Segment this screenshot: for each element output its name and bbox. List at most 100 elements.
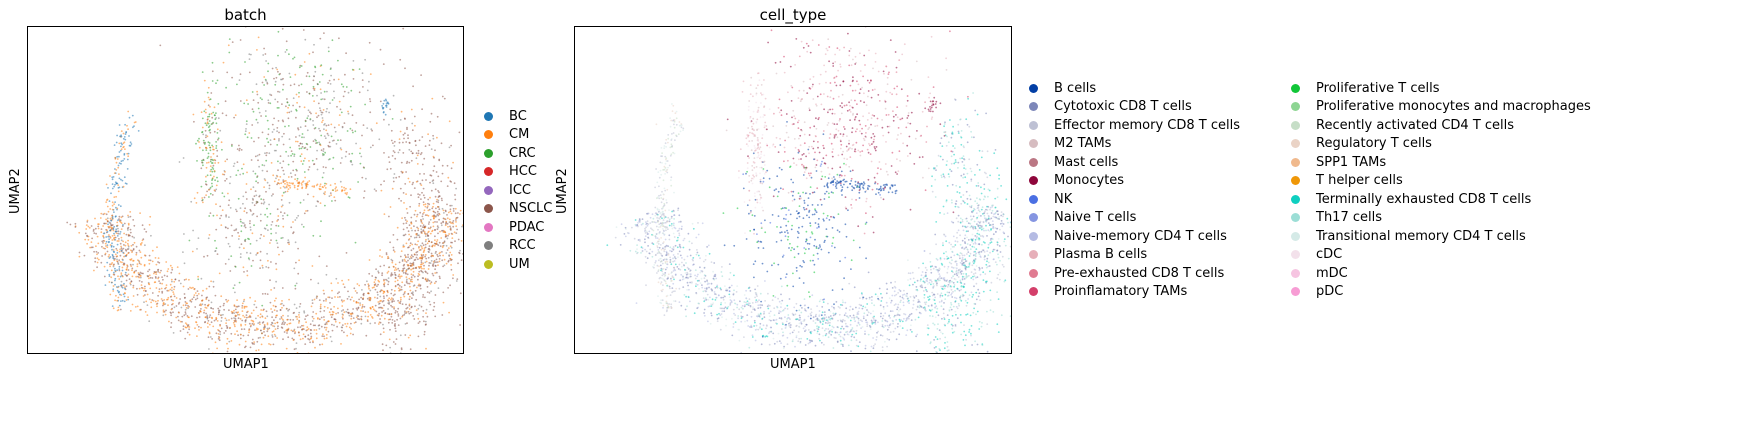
scatter-point-nsclc — [282, 179, 285, 182]
scatter-point-cm — [127, 273, 130, 276]
scatter-point-cm — [100, 231, 103, 234]
scatter-point-nsclc — [435, 258, 438, 261]
scatter-point-nsclc — [95, 232, 97, 235]
scatter-point-effector-memory-cd8-t-cells — [895, 314, 898, 317]
scatter-point-cytotoxic-cd8-t-cells — [961, 239, 964, 242]
scatter-point-cm — [420, 246, 423, 248]
scatter-point-nsclc — [306, 209, 309, 212]
scatter-point-nsclc — [437, 244, 440, 247]
scatter-point-nsclc — [307, 168, 310, 171]
scatter-point-rcc — [219, 129, 222, 132]
scatter-point-rcc — [315, 205, 318, 208]
scatter-point-bc — [123, 154, 126, 156]
scatter-point-nsclc — [447, 260, 450, 263]
scatter-point-bc — [114, 269, 117, 272]
scatter-point-rcc — [274, 80, 277, 83]
scatter-point-nsclc — [445, 222, 447, 225]
scatter-point-nsclc — [399, 58, 402, 61]
scatter-point-nsclc — [225, 214, 228, 217]
cell-type-plot-title: cell_type — [759, 6, 827, 24]
scatter-point-cm — [210, 156, 212, 158]
scatter-point-cytotoxic-cd8-t-cells — [865, 319, 867, 322]
scatter-point-cm — [114, 299, 116, 302]
scatter-point-cytotoxic-cd8-t-cells — [897, 323, 899, 325]
scatter-point-cm — [216, 347, 219, 350]
scatter-point-cm — [423, 250, 425, 252]
scatter-point-nsclc — [438, 218, 440, 221]
scatter-point-terminally-exhausted-cd8-t-cells — [806, 338, 809, 340]
scatter-point-nsclc — [228, 199, 231, 202]
scatter-point-rcc — [304, 38, 307, 41]
scatter-point-effector-memory-cd8-t-cells — [897, 292, 899, 294]
scatter-point-rcc — [311, 320, 314, 322]
scatter-point-crc — [301, 136, 303, 139]
scatter-point-nsclc — [317, 102, 320, 105]
scatter-point-naive-memory-cd4-t-cells — [825, 328, 827, 330]
scatter-point-cm — [239, 318, 242, 320]
scatter-point-nsclc — [207, 104, 210, 107]
scatter-point-nsclc — [309, 341, 311, 344]
scatter-point-naive-memory-cd4-t-cells — [955, 305, 958, 308]
scatter-point-cytotoxic-cd8-t-cells — [889, 310, 892, 312]
scatter-point-effector-memory-cd8-t-cells — [828, 332, 831, 335]
scatter-point-effector-memory-cd8-t-cells — [917, 267, 920, 269]
scatter-point-cm — [78, 255, 81, 258]
scatter-point-nsclc — [404, 183, 407, 185]
scatter-point-effector-memory-cd8-t-cells — [631, 226, 633, 229]
scatter-point-nsclc — [163, 310, 166, 313]
scatter-point-nsclc — [426, 233, 428, 235]
scatter-point-cm — [216, 128, 219, 131]
scatter-point-rcc — [427, 238, 430, 240]
scatter-point-cm — [111, 204, 114, 207]
scatter-point-cm — [334, 187, 337, 190]
scatter-point-nsclc — [423, 196, 426, 199]
scatter-point-transitional-memory-cd4-t-cells — [868, 298, 871, 300]
scatter-point-nsclc — [387, 321, 390, 324]
scatter-point-cm — [124, 286, 126, 289]
scatter-point-cm — [289, 186, 292, 189]
scatter-point-cm — [273, 138, 276, 140]
scatter-point-terminally-exhausted-cd8-t-cells — [935, 311, 938, 314]
scatter-point-cm — [421, 263, 423, 266]
scatter-point-cm — [179, 320, 182, 323]
scatter-point-th17-cells — [999, 259, 1001, 262]
scatter-point-naive-memory-cd4-t-cells — [717, 294, 720, 297]
scatter-point-cm — [208, 189, 210, 191]
legend-label: CM — [509, 127, 530, 142]
scatter-point-nsclc — [426, 315, 429, 318]
scatter-point-cm — [394, 263, 397, 266]
scatter-point-naive-memory-cd4-t-cells — [975, 252, 978, 255]
scatter-point-cytotoxic-cd8-t-cells — [961, 247, 963, 249]
scatter-point-cm — [411, 243, 414, 246]
scatter-point-rcc — [263, 201, 266, 204]
scatter-point-nsclc — [343, 286, 346, 289]
scatter-point-effector-memory-cd8-t-cells — [754, 292, 757, 294]
scatter-point-th17-cells — [736, 306, 738, 309]
scatter-point-naive-memory-cd4-t-cells — [957, 229, 960, 232]
scatter-point-cm — [322, 186, 324, 189]
scatter-point-nsclc — [412, 85, 414, 88]
scatter-point-cm — [331, 310, 334, 313]
scatter-point-bc — [126, 168, 129, 170]
scatter-point-cm — [148, 277, 150, 280]
scatter-point-nsclc — [429, 181, 431, 184]
scatter-point-naive-memory-cd4-t-cells — [713, 291, 716, 293]
scatter-point-effector-memory-cd8-t-cells — [884, 319, 886, 322]
scatter-point-nsclc — [422, 277, 425, 280]
scatter-point-bc — [107, 223, 109, 226]
scatter-point-cm — [140, 275, 142, 277]
scatter-point-rcc — [245, 123, 248, 125]
scatter-point-nsclc — [386, 168, 389, 171]
scatter-point-nsclc — [422, 309, 425, 312]
scatter-point-nsclc — [410, 305, 413, 308]
scatter-point-nsclc — [312, 324, 315, 327]
scatter-point-cm — [243, 298, 246, 301]
scatter-point-effector-memory-cd8-t-cells — [759, 313, 762, 316]
scatter-point-nsclc — [452, 210, 455, 212]
scatter-point-cm — [272, 325, 274, 327]
scatter-point-cytotoxic-cd8-t-cells — [924, 271, 927, 274]
scatter-point-transitional-memory-cd4-t-cells — [916, 304, 919, 307]
scatter-point-naive-memory-cd4-t-cells — [659, 231, 661, 233]
scatter-point-effector-memory-cd8-t-cells — [872, 344, 875, 347]
scatter-point-nsclc — [407, 292, 410, 295]
